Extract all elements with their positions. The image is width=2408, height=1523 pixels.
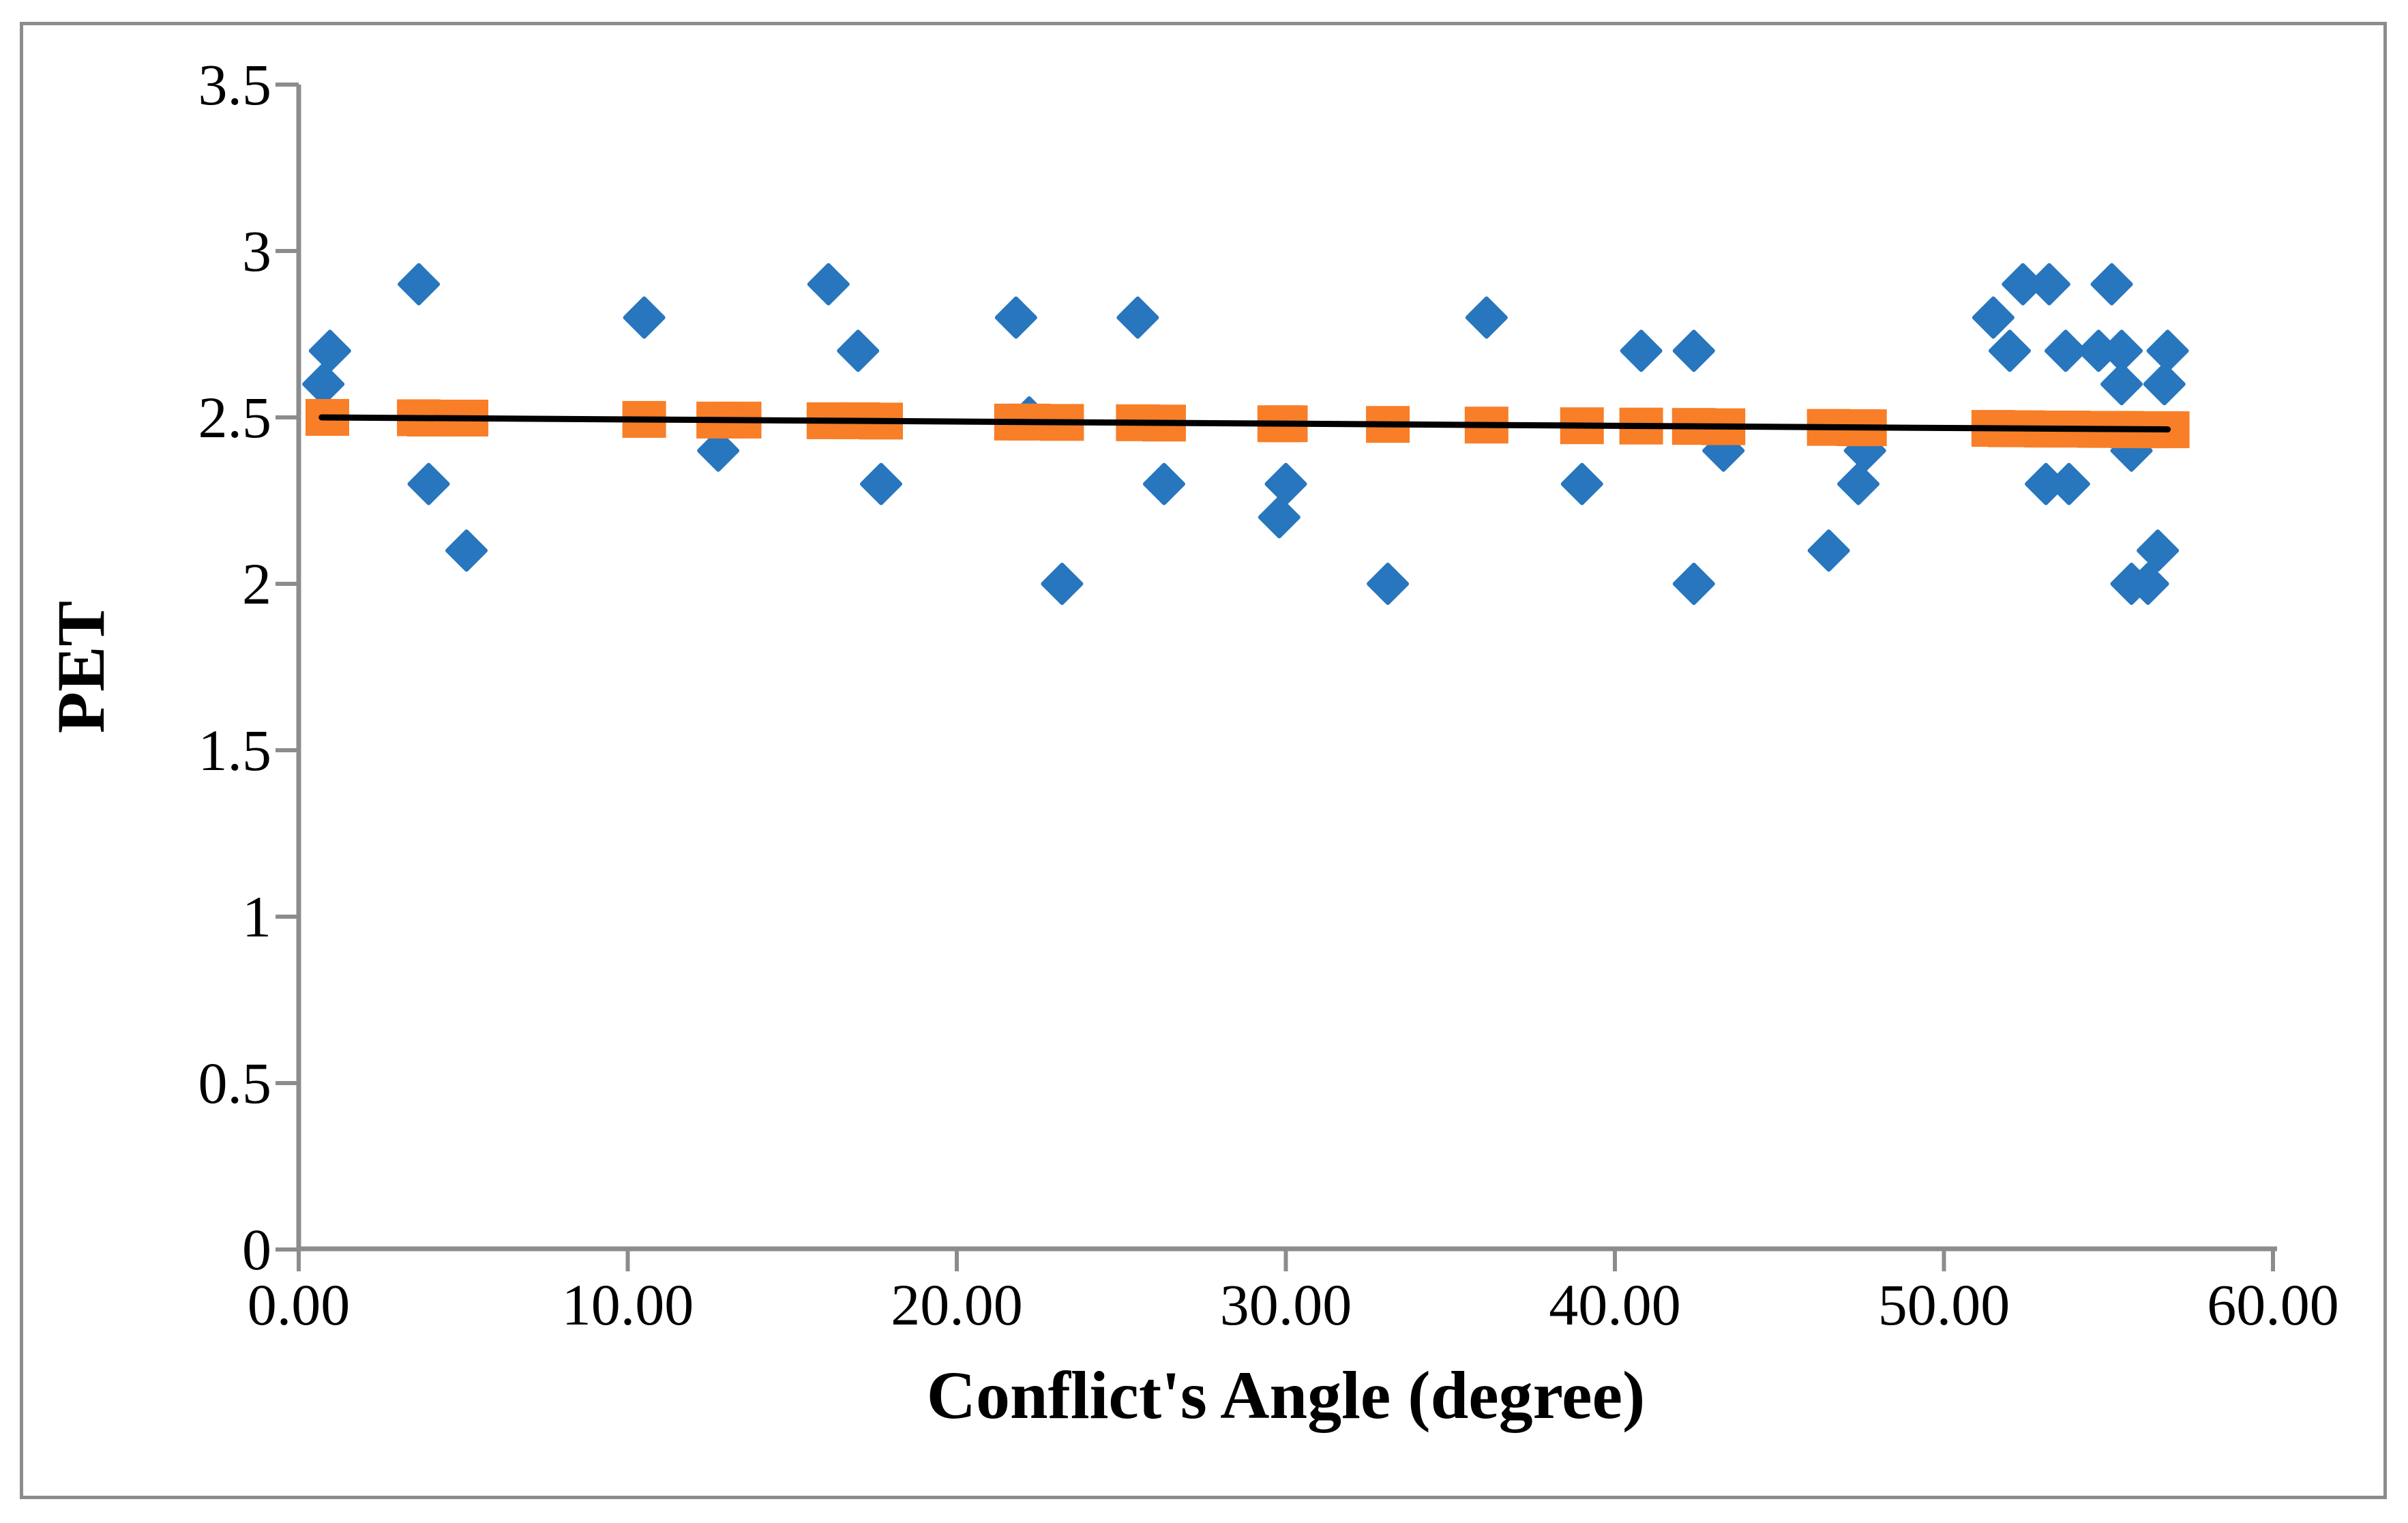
x-tick-label: 60.00 — [2207, 1272, 2339, 1337]
data-point-diamond — [1258, 496, 1300, 539]
data-point-diamond — [2090, 263, 2133, 306]
y-tick-label: 3.5 — [198, 52, 272, 117]
data-point-diamond — [807, 263, 850, 306]
x-tick-label: 50.00 — [1878, 1272, 2010, 1337]
y-tick-label: 2.5 — [198, 385, 272, 450]
x-tick-label: 40.00 — [1549, 1272, 1681, 1337]
data-point-diamond — [407, 462, 450, 505]
data-point-diamond — [2045, 329, 2087, 372]
data-point-diamond — [1041, 563, 1084, 605]
data-point-diamond — [1367, 563, 1410, 605]
y-tick-label: 0.5 — [198, 1050, 272, 1116]
data-point-diamond — [2100, 363, 2143, 406]
y-tick-label: 1.5 — [198, 718, 272, 783]
x-axis-title: Conflict's Angle (degree) — [926, 1357, 1646, 1433]
data-point-diamond — [1989, 329, 2031, 372]
y-tick-label: 3 — [242, 218, 271, 284]
data-point-diamond — [1465, 296, 1508, 339]
data-point-diamond — [1560, 462, 1603, 505]
x-tick-label: 0.00 — [248, 1272, 351, 1337]
x-tick-label: 20.00 — [891, 1272, 1023, 1337]
y-tick-label: 0 — [242, 1217, 271, 1282]
data-point-diamond — [1264, 462, 1307, 505]
data-point-diamond — [2126, 563, 2169, 605]
data-point-diamond — [2143, 363, 2186, 406]
data-point-diamond — [837, 329, 880, 372]
data-point-diamond — [2137, 529, 2180, 572]
data-point-diamond — [1620, 329, 1663, 372]
y-tick-label: 1 — [242, 884, 271, 949]
y-tick-label: 2 — [242, 551, 271, 617]
data-point-diamond — [445, 529, 488, 572]
data-point-diamond — [1972, 296, 2015, 339]
data-point-diamond — [302, 363, 345, 406]
data-point-diamond — [1837, 462, 1880, 505]
data-point-diamond — [1116, 296, 1159, 339]
data-point-diamond — [308, 329, 351, 372]
data-point-diamond — [860, 462, 903, 505]
data-point-diamond — [398, 263, 441, 306]
data-point-diamond — [994, 296, 1037, 339]
data-point-diamond — [623, 296, 666, 339]
data-point-diamond — [697, 429, 740, 472]
data-point-diamond — [2027, 263, 2070, 306]
data-point-diamond — [1672, 329, 1715, 372]
data-point-diamond — [2146, 329, 2189, 372]
x-tick-label: 10.00 — [562, 1272, 694, 1337]
data-point-diamond — [2047, 462, 2090, 505]
x-tick-label: 30.00 — [1220, 1272, 1352, 1337]
trend-line — [318, 414, 2171, 433]
data-point-diamond — [1807, 529, 1850, 572]
data-point-diamond — [1672, 563, 1715, 605]
data-point-diamond — [1142, 462, 1185, 505]
